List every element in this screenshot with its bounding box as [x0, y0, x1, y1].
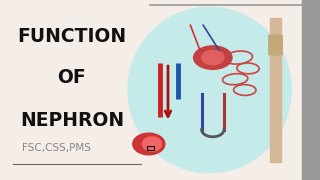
- Ellipse shape: [133, 133, 165, 155]
- Bar: [147, 146, 154, 150]
- Text: OF: OF: [58, 68, 86, 87]
- Text: FUNCTION: FUNCTION: [17, 26, 127, 46]
- FancyBboxPatch shape: [269, 35, 282, 55]
- Text: NEPHRON: NEPHRON: [20, 111, 124, 130]
- Ellipse shape: [202, 50, 224, 65]
- Ellipse shape: [194, 46, 232, 69]
- Bar: [302, 0, 320, 180]
- Ellipse shape: [128, 7, 291, 173]
- Ellipse shape: [142, 137, 162, 151]
- Text: FSC,CSS,PMS: FSC,CSS,PMS: [22, 143, 91, 153]
- Bar: [270, 18, 281, 162]
